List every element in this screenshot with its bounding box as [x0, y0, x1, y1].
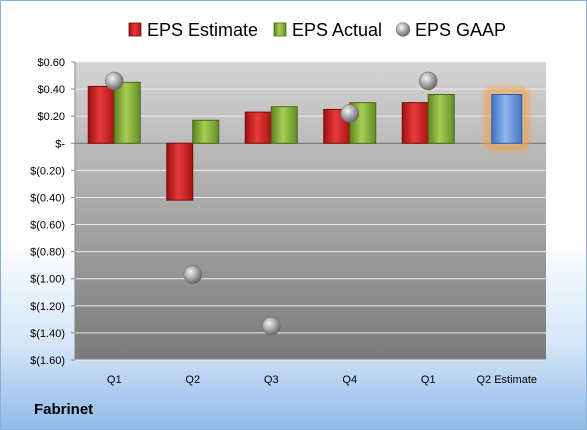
- y-tick-label: $0.40: [37, 84, 65, 96]
- x-tick-label: Q2: [185, 374, 200, 386]
- legend-eps-actual-label: EPS Actual: [292, 20, 382, 40]
- y-tick-label: $0.20: [37, 111, 65, 123]
- legend-eps-actual-swatch: [273, 22, 287, 37]
- y-tick-label: $(0.40): [30, 192, 65, 204]
- x-tick-label: Q1: [421, 374, 436, 386]
- plot-background: [75, 62, 546, 360]
- marker-eps-gaap: [105, 71, 124, 91]
- bar-eps-actual: [113, 81, 141, 144]
- y-tick-label: $(1.60): [30, 355, 65, 367]
- y-tick-label: $0.60: [37, 57, 65, 69]
- legend-eps-gaap-label: EPS GAAP: [415, 20, 506, 40]
- bar-eps-actual: [427, 94, 455, 144]
- y-tick-label: $(0.20): [30, 165, 65, 177]
- bar-q2-estimate: [491, 94, 523, 144]
- bar-eps-actual: [270, 106, 298, 144]
- y-tick-label: $(1.20): [30, 301, 65, 313]
- y-tick-label: $(1.40): [30, 328, 65, 340]
- x-tick-label: Q4: [342, 374, 357, 386]
- x-tick-label: Q3: [264, 374, 279, 386]
- legend-eps-estimate-swatch: [128, 22, 142, 37]
- marker-eps-gaap: [262, 316, 281, 336]
- marker-eps-gaap: [419, 71, 438, 91]
- legend: EPS Estimate EPS Actual EPS GAAP: [128, 20, 506, 40]
- y-tick-label: $(0.60): [30, 220, 65, 232]
- estimate-bar-glow: [484, 87, 529, 151]
- legend-eps-estimate-label: EPS Estimate: [147, 20, 258, 40]
- bar-eps-estimate: [166, 142, 194, 201]
- y-tick-label: $-: [55, 138, 65, 150]
- x-tick-label: Q2 Estimate: [476, 374, 537, 386]
- x-tick-label: Q1: [107, 374, 122, 386]
- legend-eps-gaap-swatch: [395, 22, 411, 37]
- marker-eps-gaap: [340, 104, 359, 123]
- company-name: Fabrinet: [34, 401, 94, 418]
- bar-eps-estimate: [87, 85, 115, 144]
- plot-area: $0.60 $0.40 $0.20 $- $(0.20) $(0.40) $(0.60) $(…: [30, 57, 546, 386]
- bar-eps-estimate: [244, 111, 272, 144]
- marker-eps-gaap: [183, 265, 202, 284]
- y-tick-label: $(1.00): [30, 274, 65, 286]
- bar-eps-actual: [192, 119, 220, 144]
- y-tick-label: $(0.80): [30, 247, 65, 259]
- bar-eps-estimate: [401, 102, 429, 144]
